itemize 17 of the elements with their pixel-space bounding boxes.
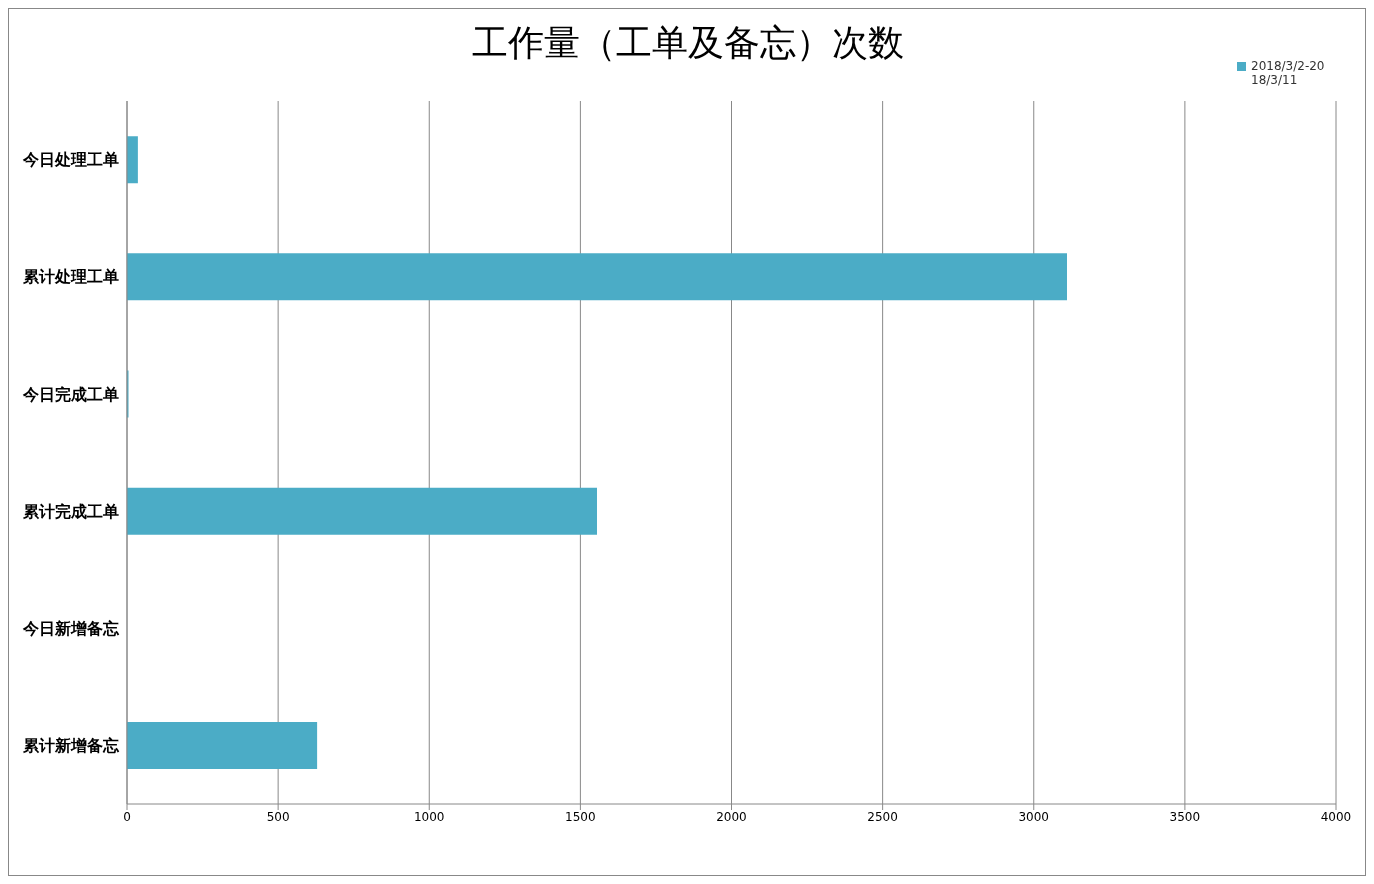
x-tick-label: 1000 <box>413 809 445 824</box>
y-tick-label: 累计新增备忘 <box>22 736 120 756</box>
chart-title: 工作量（工单及备忘）次数 <box>472 22 904 63</box>
y-tick-label: 今日完成工单 <box>22 384 119 404</box>
x-tick-label: 3500 <box>1169 809 1201 824</box>
y-tick-label: 累计处理工单 <box>22 267 119 287</box>
x-tick-label: 2000 <box>716 809 747 824</box>
legend-label: 2018/3/2-2018/3/11 <box>1251 59 1326 87</box>
x-tick-label: 0 <box>123 809 131 824</box>
x-tick-label: 2500 <box>867 809 898 824</box>
y-tick-label: 累计完成工单 <box>22 501 119 521</box>
x-tick-label: 3000 <box>1018 809 1050 824</box>
x-tick-label: 4000 <box>1320 809 1352 824</box>
y-tick-label: 今日处理工单 <box>22 150 119 170</box>
x-tick-label: 1500 <box>565 809 596 824</box>
y-tick-label: 今日新增备忘 <box>22 618 120 638</box>
x-tick-label: 500 <box>266 809 290 824</box>
